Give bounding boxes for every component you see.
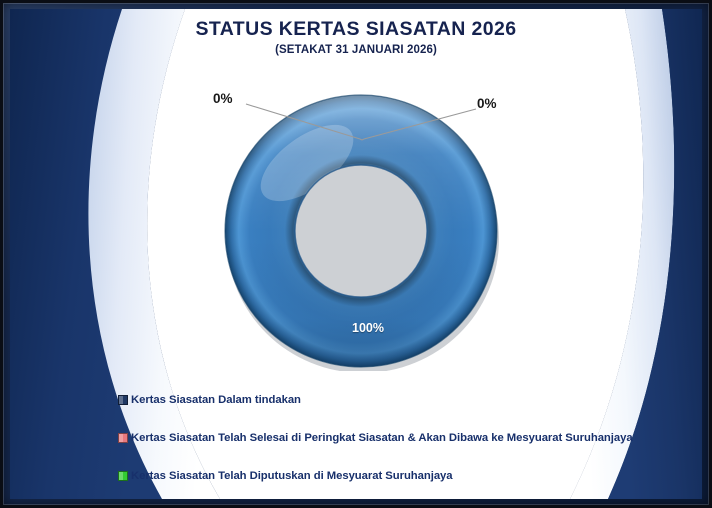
donut-chart-svg (221, 91, 501, 373)
data-label-right-zero: 0% (477, 96, 497, 111)
chart-legend: Kertas Siasatan Dalam tindakan Kertas Si… (118, 381, 678, 495)
donut-chart[interactable] (221, 91, 501, 373)
legend-item-diputuskan-mesyuarat[interactable]: Kertas Siasatan Telah Diputuskan di Mesy… (118, 457, 678, 495)
legend-swatch-icon (118, 395, 128, 405)
legend-swatch-icon (118, 433, 128, 443)
page-title: STATUS KERTAS SIASATAN 2026 (195, 18, 517, 40)
legend-item-label: Kertas Siasatan Telah Diputuskan di Mesy… (131, 470, 453, 482)
legend-item-dalam-tindakan[interactable]: Kertas Siasatan Dalam tindakan (118, 381, 678, 419)
data-label-left-zero: 0% (213, 91, 233, 106)
slide-canvas: STATUS KERTAS SIASATAN 2026 (SETAKAT 31 … (10, 9, 702, 499)
data-label-hundred: 100% (352, 321, 384, 335)
legend-item-selesai-peringkat-siasatan[interactable]: Kertas Siasatan Telah Selesai di Peringk… (118, 419, 678, 457)
page-subtitle: (SETAKAT 31 JANUARI 2026) (275, 44, 437, 56)
legend-item-label: Kertas Siasatan Dalam tindakan (131, 394, 301, 406)
legend-item-label: Kertas Siasatan Telah Selesai di Peringk… (131, 432, 633, 444)
legend-swatch-icon (118, 471, 128, 481)
